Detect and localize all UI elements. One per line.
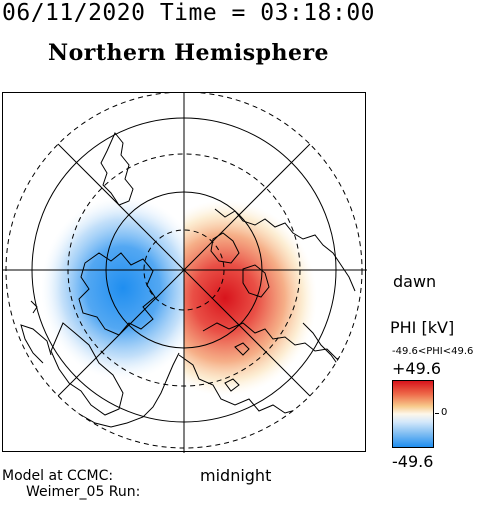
coastline-svalbard: [210, 232, 240, 264]
colorbar-min-label: -49.6: [392, 452, 434, 471]
meridian-diag-2: [57, 143, 311, 397]
coastline-pacific-rim: [20, 324, 52, 364]
polar-potential-map: [3, 93, 367, 453]
model-label: Model at CCMC:: [2, 468, 114, 484]
colorbar-max-label: +49.6: [392, 359, 442, 378]
dawn-cell: [184, 200, 317, 396]
coastline-greenland: [100, 132, 134, 206]
colorbar-title: PHI [kV]: [390, 318, 455, 337]
hemisphere-title: Northern Hemisphere: [48, 40, 330, 66]
coastline-scandinavia: [214, 208, 356, 292]
dawn-label: dawn: [393, 272, 437, 291]
coastline-siberia-inner: [202, 322, 356, 366]
coastline-lake-2: [224, 378, 240, 392]
date-time-title: 06/11/2020 Time = 03:18:00: [2, 0, 376, 26]
run-label: Weimer_05 Run:: [26, 484, 141, 500]
coastline-canadian-islands: [78, 252, 156, 336]
coastline-novaya: [242, 264, 270, 298]
longitude-grid: [3, 93, 367, 453]
coastline-hudson: [50, 322, 124, 416]
colorbar: [392, 380, 434, 448]
dusk-cell: [41, 196, 184, 380]
coastline-lake: [234, 342, 250, 356]
colorbar-range-text: -49.6<PHI<49.6: [392, 346, 474, 357]
colorbar-zero-label: 0: [441, 407, 448, 418]
midnight-label: midnight: [200, 466, 272, 485]
colorbar-zero-tick: [435, 413, 439, 414]
polar-map-frame: [2, 92, 367, 453]
